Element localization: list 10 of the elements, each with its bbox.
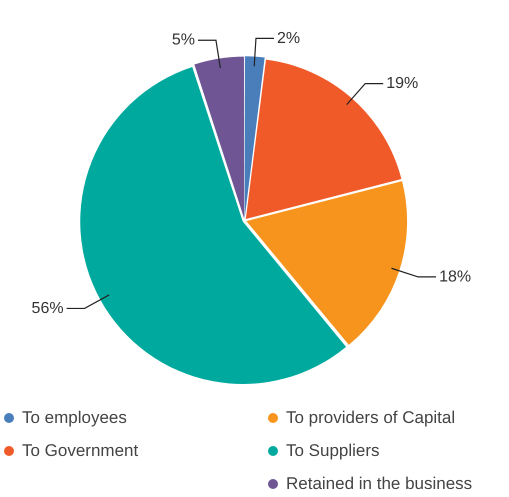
data-label: 5% xyxy=(172,32,195,49)
legend-label: Retained in the business xyxy=(286,474,472,494)
data-label: 2% xyxy=(276,30,300,47)
legend-label: To employees xyxy=(22,408,127,428)
data-label: 56% xyxy=(32,300,64,317)
legend-label: To providers of Capital xyxy=(286,408,456,428)
data-label: 19% xyxy=(386,75,418,92)
legend-label: To Government xyxy=(22,441,138,461)
data-label: 18% xyxy=(439,268,472,286)
legend-label: To Suppliers xyxy=(286,441,380,461)
